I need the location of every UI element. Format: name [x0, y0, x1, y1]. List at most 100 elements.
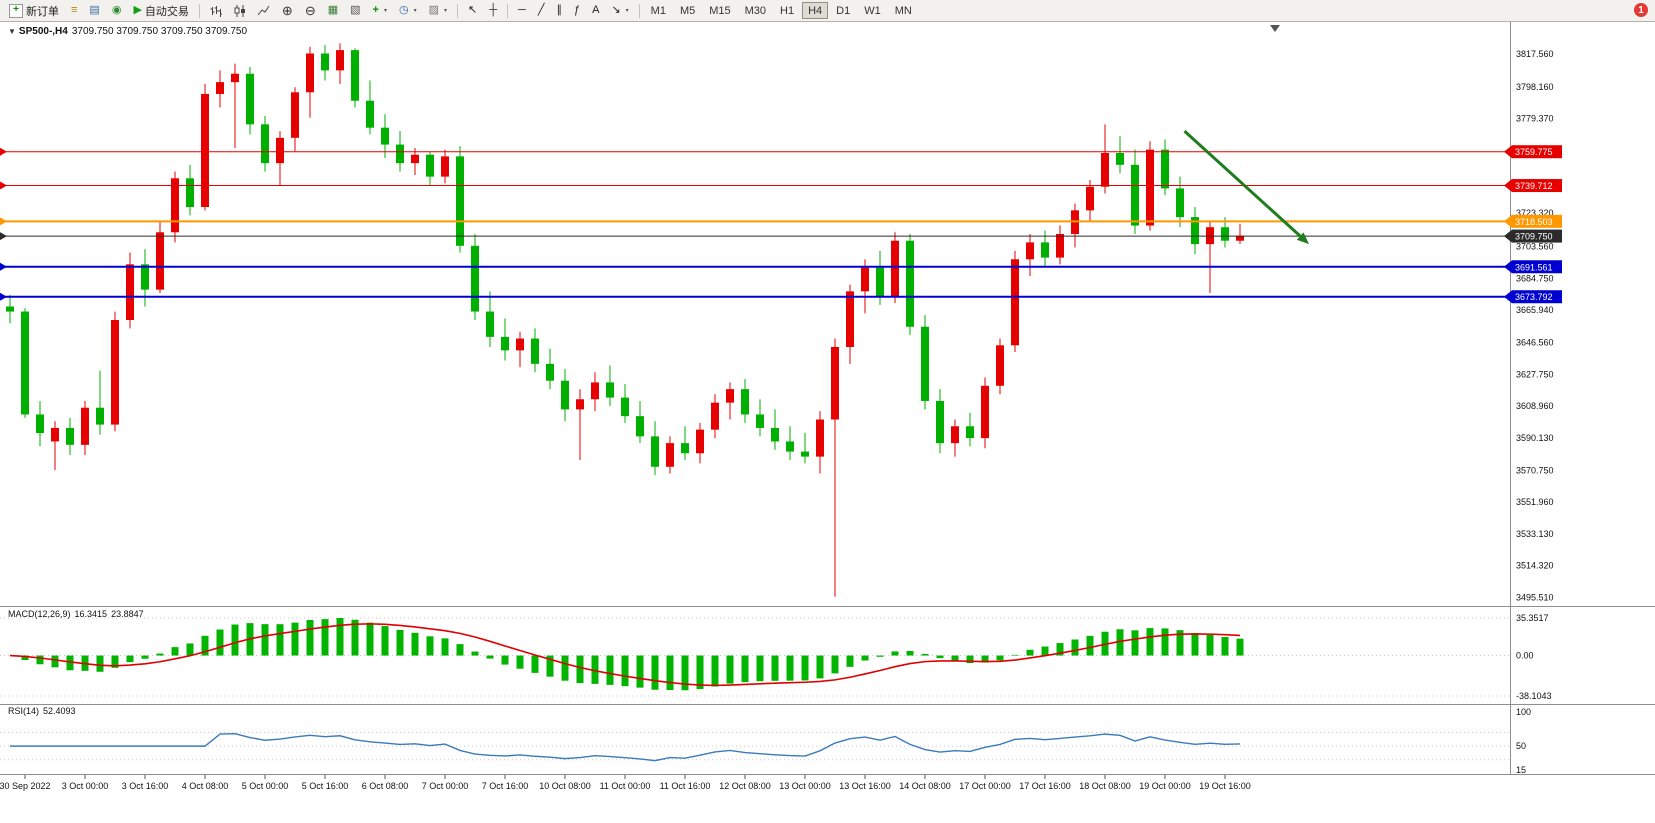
price-badge-label: 3673.792 — [1515, 292, 1553, 302]
level-left-marker — [0, 217, 7, 226]
notification-badge[interactable]: 1 — [1634, 3, 1648, 17]
price-badge-label: 3718.503 — [1515, 217, 1553, 227]
price-tick-label: 3495.510 — [1516, 592, 1554, 602]
candle-body — [441, 156, 449, 177]
candle-body — [351, 50, 359, 101]
new-order-button[interactable]: + 新订单 — [4, 2, 64, 19]
candle-body — [831, 346, 839, 420]
rsi-value: 52.4093 — [43, 706, 76, 716]
timeframe-button-h1[interactable]: H1 — [774, 2, 800, 19]
time-axis-label: 5 Oct 16:00 — [302, 781, 349, 791]
toolbar-separator — [198, 3, 200, 18]
candle-body — [231, 73, 239, 83]
candle-body — [81, 407, 89, 445]
cursor-button[interactable]: ↖ — [463, 2, 482, 19]
candle-body — [396, 144, 404, 164]
candle-body — [861, 267, 869, 292]
macd-label: MACD(12,26,9) — [8, 609, 71, 619]
price-badge-notch — [1504, 260, 1512, 274]
price-badge — [1512, 260, 1562, 274]
time-axis-label: 18 Oct 08:00 — [1079, 781, 1131, 791]
candle-body — [306, 53, 314, 93]
horizontal-line-icon: ─ — [518, 4, 526, 16]
candle-body — [1131, 164, 1139, 226]
zoom-in-button[interactable]: ⊕ — [277, 2, 298, 19]
crosshair-icon: ┼ — [489, 4, 498, 16]
chevron-down-icon: ▾ — [444, 8, 448, 14]
time-axis-label: 3 Oct 16:00 — [122, 781, 169, 791]
market-watch-button[interactable]: ≡ — [66, 2, 82, 19]
candle-body — [1086, 186, 1094, 211]
trend-arrow[interactable] — [1183, 129, 1302, 238]
timeframe-button-m15[interactable]: M15 — [703, 2, 736, 19]
timeframe-button-h4[interactable]: H4 — [802, 2, 829, 19]
candle-body — [711, 402, 719, 430]
trendline-button[interactable]: ╱ — [533, 2, 550, 19]
trend-arrow-head — [1296, 232, 1309, 245]
crosshair-button[interactable]: ┼ — [484, 2, 502, 19]
price-tick-label: 3551.960 — [1516, 497, 1554, 507]
data-window-button[interactable]: ▤ — [84, 2, 104, 19]
rsi-label: RSI(14) — [8, 706, 40, 716]
time-axis-label: 19 Oct 16:00 — [1199, 781, 1251, 791]
time-axis-label: 13 Oct 16:00 — [839, 781, 891, 791]
candle-body — [666, 443, 674, 467]
timeframe-button-d1[interactable]: D1 — [830, 2, 856, 19]
candle-body — [531, 338, 539, 364]
timeframe-button-m30[interactable]: M30 — [739, 2, 772, 19]
cascade-windows-button[interactable]: ▧ — [345, 2, 365, 19]
price-tick-label: 3703.560 — [1516, 242, 1554, 252]
horizontal-line-button[interactable]: ─ — [513, 2, 531, 19]
candle-body — [126, 264, 134, 320]
macd-value-signal: 23.8847 — [111, 609, 144, 619]
candle-body — [1191, 217, 1199, 245]
channel-button[interactable]: ∥ — [551, 2, 567, 19]
text-tool-button[interactable]: A — [587, 2, 604, 19]
arrows-icon: ↘ — [611, 4, 621, 16]
bar-chart-icon — [210, 5, 222, 17]
candle-body — [1026, 242, 1034, 260]
chart-collapse-icon[interactable]: ▼ — [8, 27, 16, 36]
candle-body — [456, 156, 464, 246]
candle-body — [1101, 153, 1109, 187]
line-chart-button[interactable] — [253, 2, 275, 19]
tile-windows-button[interactable]: ▦ — [323, 2, 343, 19]
macd-value-main: 16.3415 — [74, 609, 108, 619]
navigator-button[interactable]: ◉ — [107, 2, 127, 19]
candle-body — [426, 154, 434, 177]
fibonacci-button[interactable]: ƒ — [569, 2, 585, 19]
candle-body — [471, 245, 479, 312]
timeframe-button-w1[interactable]: W1 — [858, 2, 887, 19]
price-badge-notch — [1504, 179, 1512, 193]
time-axis-label: 30 Sep 2022 — [0, 781, 51, 791]
candle-body — [576, 399, 584, 410]
auto-trading-button[interactable]: ▶ 自动交易 — [128, 2, 193, 19]
time-axis-label: 11 Oct 16:00 — [660, 781, 711, 791]
candle-body — [1056, 233, 1064, 258]
auto-trading-label: 自动交易 — [144, 5, 189, 18]
timeframe-button-m1[interactable]: M1 — [645, 2, 672, 19]
time-axis-label: 10 Oct 08:00 — [539, 781, 591, 791]
indicators-add-icon: + — [372, 4, 379, 16]
candlestick-chart-button[interactable] — [229, 2, 251, 19]
timeframe-button-m5[interactable]: M5 — [674, 2, 701, 19]
price-tick-label: 3533.130 — [1516, 529, 1554, 539]
candle-body — [501, 336, 509, 351]
indicators-button[interactable]: + ▾ — [368, 2, 392, 19]
candle-body — [291, 92, 299, 138]
arrows-tool-button[interactable]: ↘ ▾ — [606, 2, 633, 19]
chart-shift-marker[interactable] — [1270, 25, 1280, 32]
time-axis-label: 19 Oct 00:00 — [1139, 781, 1191, 791]
candle-body — [1116, 153, 1124, 165]
candle-body — [756, 414, 764, 428]
zoom-out-button[interactable]: ⊖ — [300, 2, 321, 19]
timeframe-button-mn[interactable]: MN — [889, 2, 918, 19]
price-badge-label: 3709.750 — [1515, 232, 1553, 242]
periods-button[interactable]: ◷ ▾ — [394, 2, 422, 19]
candle-body — [186, 178, 194, 207]
candle-body — [741, 389, 749, 415]
bar-chart-button[interactable] — [205, 2, 227, 19]
templates-button[interactable]: ▨ ▾ — [424, 2, 452, 19]
price-tick-label: 3646.560 — [1516, 338, 1554, 348]
